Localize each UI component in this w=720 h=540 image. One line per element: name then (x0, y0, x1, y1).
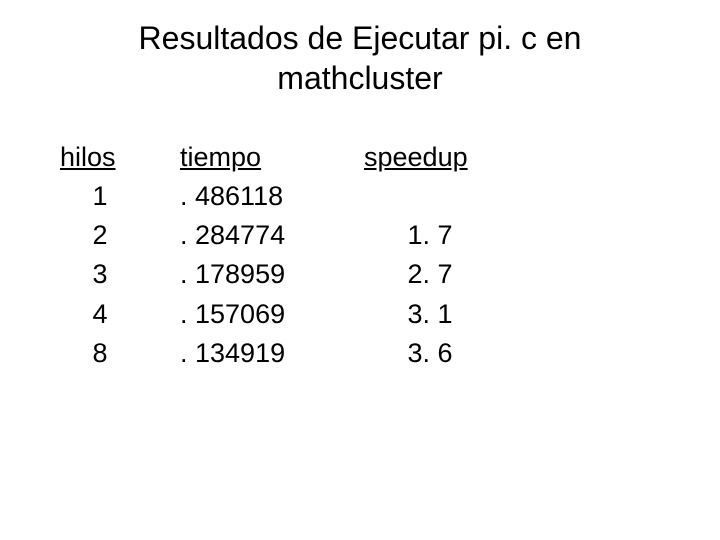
cell-tiempo: . 486118 (180, 177, 350, 216)
cell-tiempo: . 134919 (180, 334, 350, 373)
results-table: hilos tiempo speedup 1 . 486118 2 . 2847… (0, 138, 720, 373)
table-row: 8 . 134919 3. 6 (60, 334, 720, 373)
table-row: 2 . 284774 1. 7 (60, 216, 720, 255)
table-row: 3 . 178959 2. 7 (60, 255, 720, 294)
cell-tiempo: . 284774 (180, 216, 350, 255)
cell-tiempo: . 178959 (180, 255, 350, 294)
page-title: Resultados de Ejecutar pi. c en mathclus… (0, 18, 720, 98)
cell-hilos: 3 (60, 255, 180, 294)
table-row: 4 . 157069 3. 1 (60, 295, 720, 334)
header-speedup: speedup (350, 138, 510, 177)
title-line-1: Resultados de Ejecutar pi. c en (139, 20, 582, 56)
cell-speedup: 1. 7 (350, 216, 510, 255)
table-row: 1 . 486118 (60, 177, 720, 216)
cell-speedup (350, 177, 510, 216)
cell-speedup: 3. 6 (350, 334, 510, 373)
cell-hilos: 2 (60, 216, 180, 255)
header-tiempo: tiempo (180, 138, 350, 177)
title-line-2: mathcluster (277, 60, 442, 96)
cell-hilos: 8 (60, 334, 180, 373)
table-header-row: hilos tiempo speedup (60, 138, 720, 177)
header-hilos: hilos (60, 138, 180, 177)
cell-hilos: 1 (60, 177, 180, 216)
cell-tiempo: . 157069 (180, 295, 350, 334)
cell-speedup: 2. 7 (350, 255, 510, 294)
cell-hilos: 4 (60, 295, 180, 334)
cell-speedup: 3. 1 (350, 295, 510, 334)
